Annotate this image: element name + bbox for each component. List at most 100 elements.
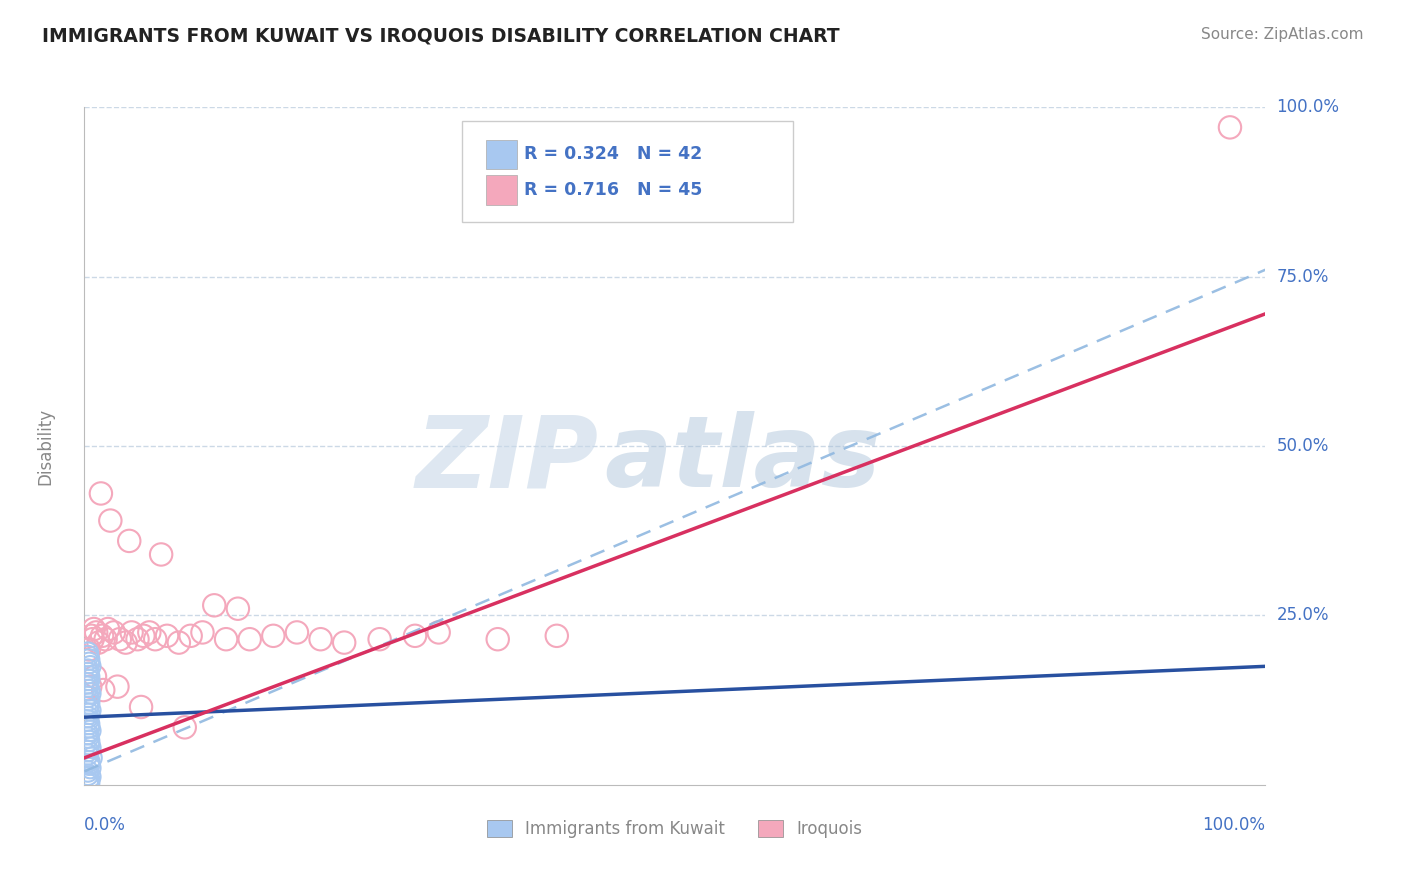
- Text: 100.0%: 100.0%: [1202, 815, 1265, 833]
- Point: [77, 710, 100, 724]
- Point: [143, 632, 166, 647]
- Point: [333, 635, 356, 649]
- Point: [129, 700, 152, 714]
- Point: [215, 632, 238, 647]
- Point: [77, 666, 100, 681]
- FancyBboxPatch shape: [486, 139, 516, 169]
- Text: R = 0.324   N = 42: R = 0.324 N = 42: [523, 145, 702, 163]
- Point: [546, 629, 568, 643]
- Point: [77, 676, 100, 690]
- Point: [262, 629, 284, 643]
- Point: [404, 629, 426, 643]
- Point: [80, 751, 103, 765]
- Point: [77, 772, 100, 787]
- FancyBboxPatch shape: [486, 175, 516, 204]
- Point: [79, 686, 101, 700]
- Point: [94, 632, 117, 647]
- Point: [121, 625, 143, 640]
- Point: [138, 625, 160, 640]
- Point: [77, 700, 100, 714]
- Point: [77, 757, 100, 772]
- Point: [79, 659, 101, 673]
- Point: [91, 629, 114, 643]
- Point: [84, 625, 107, 640]
- Point: [77, 714, 100, 728]
- Point: [77, 697, 100, 711]
- Text: ZIP: ZIP: [415, 411, 598, 508]
- Point: [79, 740, 101, 755]
- Point: [77, 737, 100, 751]
- Point: [82, 632, 104, 647]
- Point: [118, 533, 141, 548]
- Point: [173, 720, 195, 734]
- Point: [368, 632, 391, 647]
- Text: 100.0%: 100.0%: [1277, 98, 1340, 116]
- Point: [77, 731, 100, 745]
- Text: 25.0%: 25.0%: [1277, 607, 1329, 624]
- Point: [91, 683, 114, 698]
- Point: [77, 690, 100, 704]
- Point: [77, 774, 100, 789]
- Point: [90, 486, 112, 500]
- Point: [77, 680, 100, 694]
- Legend: Immigrants from Kuwait, Iroquois: Immigrants from Kuwait, Iroquois: [481, 813, 869, 845]
- Point: [77, 683, 100, 698]
- Text: 0.0%: 0.0%: [84, 815, 127, 833]
- Text: IMMIGRANTS FROM KUWAIT VS IROQUOIS DISABILITY CORRELATION CHART: IMMIGRANTS FROM KUWAIT VS IROQUOIS DISAB…: [42, 27, 839, 45]
- Point: [97, 622, 120, 636]
- Point: [77, 744, 100, 758]
- Point: [226, 601, 249, 615]
- Point: [77, 673, 100, 687]
- FancyBboxPatch shape: [463, 120, 793, 222]
- Point: [79, 703, 101, 717]
- Point: [79, 761, 101, 775]
- Point: [150, 548, 173, 562]
- Point: [77, 646, 100, 660]
- Point: [79, 680, 101, 694]
- Point: [77, 656, 100, 670]
- Point: [1219, 120, 1241, 135]
- Text: atlas: atlas: [605, 411, 880, 508]
- Point: [77, 734, 100, 748]
- Point: [77, 777, 100, 791]
- Point: [427, 625, 450, 640]
- Point: [83, 622, 105, 636]
- Point: [87, 635, 110, 649]
- Point: [77, 642, 100, 657]
- Point: [77, 776, 100, 790]
- Point: [114, 635, 136, 649]
- Text: R = 0.716   N = 45: R = 0.716 N = 45: [523, 181, 702, 199]
- Point: [156, 629, 179, 643]
- Point: [77, 649, 100, 664]
- Point: [239, 632, 262, 647]
- Point: [77, 764, 100, 779]
- Point: [309, 632, 332, 647]
- Point: [77, 717, 100, 731]
- Point: [486, 632, 509, 647]
- Point: [77, 652, 100, 666]
- Point: [77, 706, 100, 721]
- Point: [84, 669, 107, 683]
- Point: [77, 747, 100, 762]
- Point: [77, 720, 100, 734]
- Point: [285, 625, 308, 640]
- Point: [77, 663, 100, 677]
- Point: [127, 632, 149, 647]
- Point: [98, 514, 121, 528]
- Text: Source: ZipAtlas.com: Source: ZipAtlas.com: [1201, 27, 1364, 42]
- Point: [77, 727, 100, 741]
- Point: [77, 669, 100, 683]
- Point: [79, 770, 101, 784]
- Point: [108, 632, 131, 647]
- Point: [132, 629, 155, 643]
- Text: 50.0%: 50.0%: [1277, 437, 1329, 455]
- Point: [107, 680, 129, 694]
- Point: [80, 629, 103, 643]
- Point: [77, 768, 100, 782]
- Point: [191, 625, 214, 640]
- Point: [103, 625, 125, 640]
- Point: [77, 754, 100, 768]
- Point: [180, 629, 202, 643]
- Point: [202, 599, 225, 613]
- Point: [167, 635, 190, 649]
